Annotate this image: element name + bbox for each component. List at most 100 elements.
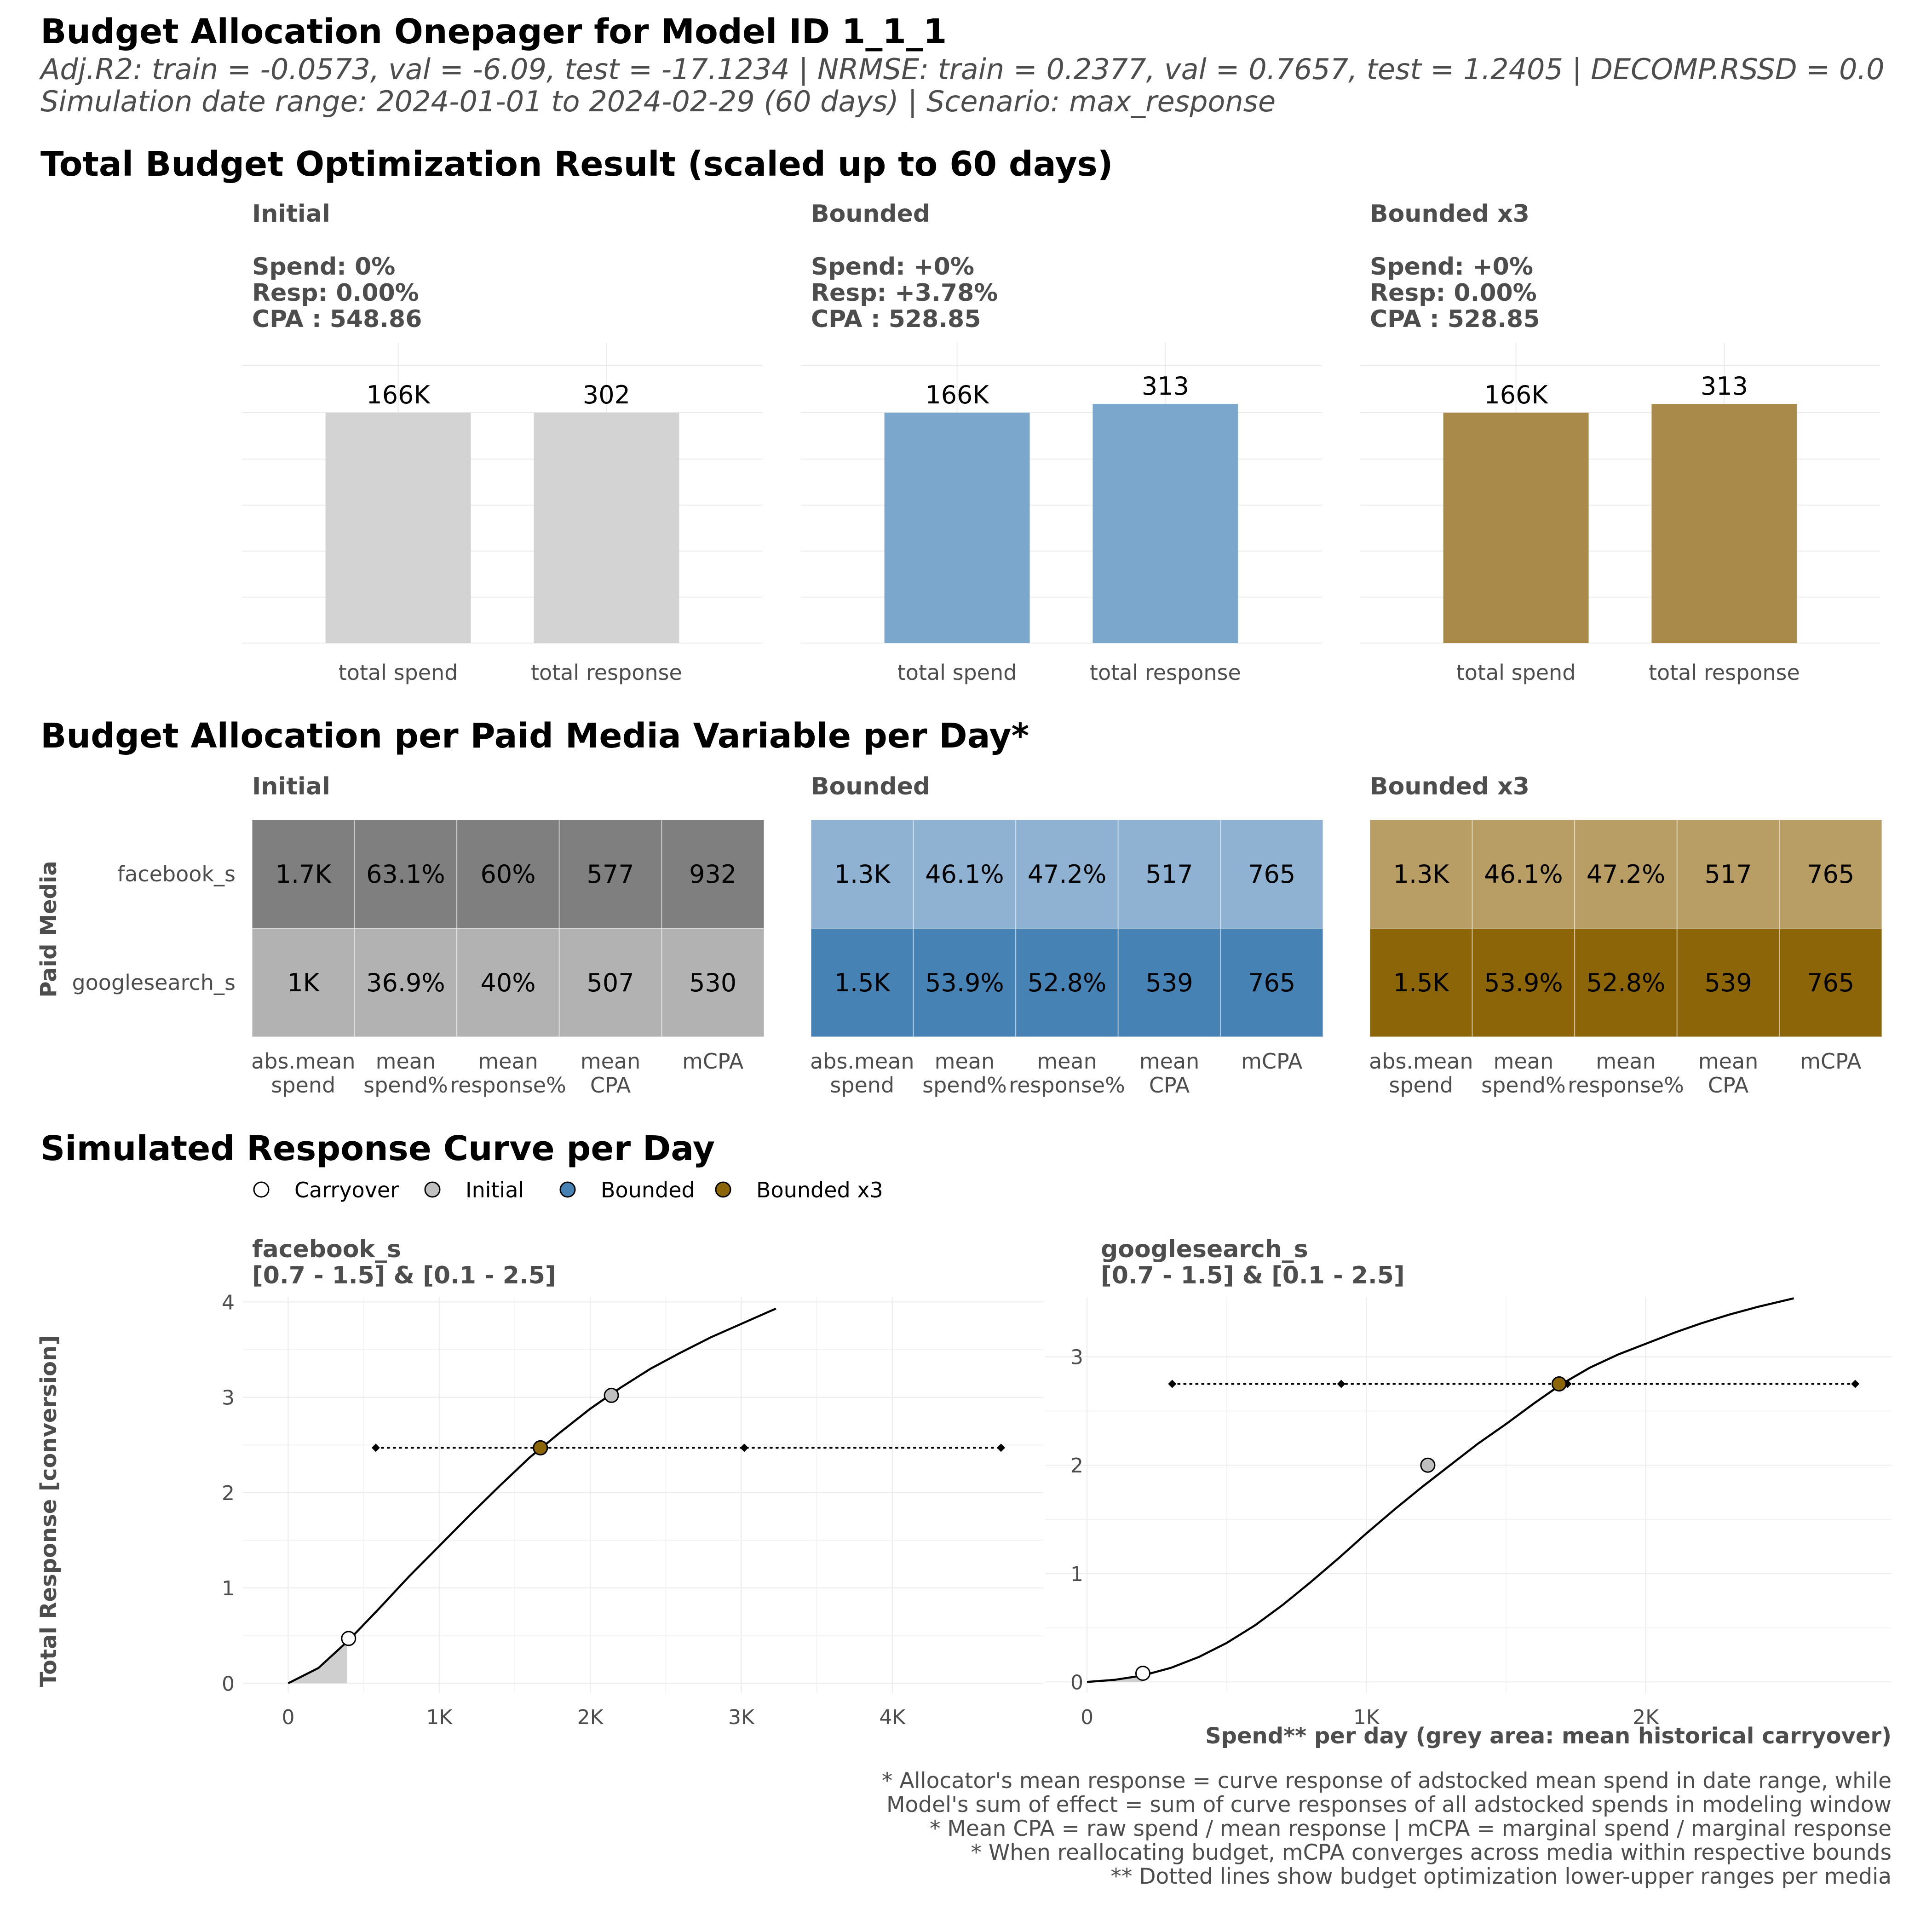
date-range-line: Simulation date range: 2024-01-01 to 202… <box>40 85 1276 119</box>
column-label-line: spend% <box>922 1073 1007 1098</box>
category-label: total response <box>531 660 682 685</box>
cell-value: 539 <box>1146 968 1193 997</box>
column-label-line: abs.mean <box>810 1049 914 1074</box>
cell-value: 530 <box>689 968 736 997</box>
cpa-value: CPA : 528.85 <box>1370 305 1540 333</box>
heatmap-cell <box>913 928 1017 1037</box>
cpa-value: CPA : 548.86 <box>252 305 422 333</box>
column-label: mCPA <box>1800 1049 1862 1074</box>
footnote-2: Model's sum of effect = sum of curve res… <box>886 1792 1892 1817</box>
allocation-heatmaps: facebook_s googlesearch_s Initial 1.7K 63.1%… <box>72 773 1882 1098</box>
point-carryover <box>341 1631 356 1646</box>
x-tick-label: 2K <box>577 1706 604 1729</box>
heatmap-cell <box>1574 819 1678 929</box>
category-label: total spend <box>897 660 1017 685</box>
column-label: mean spend% <box>922 1049 1007 1098</box>
heatmap-cell <box>456 819 560 929</box>
column-label-line: spend <box>830 1073 894 1098</box>
column-label-line: CPA <box>1149 1073 1190 1098</box>
media-row-label: facebook_s <box>117 862 236 886</box>
x-tick-label: 4K <box>879 1706 906 1729</box>
y-tick-label: 3 <box>1070 1346 1083 1369</box>
column-label-line: mean <box>1698 1049 1758 1074</box>
column-label-line: mean <box>1494 1049 1553 1074</box>
spend-change: Spend: +0% <box>811 253 974 281</box>
y-tick-label: 1 <box>1070 1563 1083 1586</box>
legend-swatch-bounded-x3 <box>715 1181 731 1198</box>
bound-marker <box>1851 1380 1860 1388</box>
legend-label: Carryover <box>294 1178 399 1202</box>
cell-value: 1.3K <box>1393 860 1450 889</box>
legend-label: Bounded <box>601 1178 695 1202</box>
legend-swatch-bounded <box>559 1181 576 1198</box>
panel-title: Initial <box>252 773 330 800</box>
x-tick-label: 0 <box>1081 1706 1093 1729</box>
allocation-panel-2: Bounded 1.3K 46.1% 47.2% 517 765 1.5K 53.9% 52.8… <box>810 773 1323 1098</box>
x-tick-label: 1K <box>1353 1706 1380 1729</box>
heatmap-cell <box>1015 928 1119 1037</box>
bound-marker <box>1337 1380 1346 1388</box>
cell-value: 36.9% <box>366 968 445 997</box>
heatmap-cell <box>661 928 765 1037</box>
panel-subtitle: [0.7 - 1.5] & [0.1 - 2.5] <box>252 1262 556 1289</box>
response-change: Resp: 0.00% <box>252 279 419 307</box>
heatmap-cell <box>1472 928 1576 1037</box>
point-bounded-x3 <box>533 1440 548 1455</box>
column-label-line: mean <box>376 1049 436 1074</box>
heatmap-cell <box>1369 819 1473 929</box>
footnote-3: * Mean CPA = raw spend / mean response |… <box>930 1816 1892 1841</box>
cell-value: 539 <box>1705 968 1752 997</box>
media-row-label: googlesearch_s <box>72 970 236 995</box>
cell-value: 765 <box>1807 968 1854 997</box>
column-label: mean CPA <box>581 1049 640 1098</box>
column-label-line: abs.mean <box>1369 1049 1473 1074</box>
cell-value: 47.2% <box>1028 860 1107 889</box>
legend-label: Bounded x3 <box>756 1178 883 1202</box>
heatmap-cell <box>354 819 458 929</box>
bar-total-response <box>534 413 679 643</box>
metrics-line: Adj.R2: train = -0.0573, val = -6.09, te… <box>39 52 1885 86</box>
column-label-line: CPA <box>590 1073 631 1098</box>
bar-value-label: 166K <box>366 380 431 409</box>
response-curve-panel-googlesearch-s: googlesearch_s[0.7 - 1.5] & [0.1 - 2.5] 0… <box>1045 1236 1892 1729</box>
legend-swatch-initial <box>424 1181 441 1198</box>
section2-title: Budget Allocation per Paid Media Variabl… <box>40 716 1029 756</box>
panel-title: facebook_s <box>252 1236 401 1263</box>
heatmap-cell <box>456 928 560 1037</box>
cell-value: 1.7K <box>276 860 332 889</box>
point-initial <box>1420 1457 1436 1473</box>
heatmap-cell <box>1779 928 1882 1037</box>
response-curve <box>1087 1297 1794 1683</box>
cell-value: 1.5K <box>1393 968 1450 997</box>
legend-label: Initial <box>466 1178 524 1202</box>
spend-change: Spend: +0% <box>1370 253 1533 281</box>
panel-title: Bounded <box>811 200 930 228</box>
point-bounded-x3 <box>1551 1376 1567 1392</box>
bar-total-response <box>1092 404 1238 643</box>
cell-value: 60% <box>480 860 535 889</box>
x-tick-label: 2K <box>1633 1706 1659 1729</box>
heatmap-cell <box>1015 819 1119 929</box>
response-change: Resp: 0.00% <box>1370 279 1537 307</box>
column-label: mCPA <box>682 1049 744 1074</box>
panel-title: Bounded x3 <box>1370 773 1530 800</box>
cell-value: 1.3K <box>834 860 891 889</box>
heatmap-cell <box>252 928 355 1037</box>
column-label: mCPA <box>1241 1049 1303 1074</box>
column-label: abs.mean spend <box>810 1049 914 1098</box>
column-label-line: response% <box>450 1073 566 1098</box>
bar-total-spend <box>325 413 471 643</box>
spend-change: Spend: 0% <box>252 253 395 281</box>
response-curves: facebook_s[0.7 - 1.5] & [0.1 - 2.5] 0 1K 2K… <box>222 1236 1892 1729</box>
bound-marker <box>371 1443 380 1452</box>
allocation-panel-1: Initial 1.7K 63.1% 60% 577 932 1K 36.9% 40% 507 53… <box>251 773 765 1098</box>
y-tick-label: 0 <box>222 1672 235 1696</box>
panel-title: Bounded <box>811 773 930 800</box>
x-tick-label: 0 <box>282 1706 295 1729</box>
column-label-line: mean <box>1139 1049 1199 1074</box>
column-label: abs.mean spend <box>251 1049 355 1098</box>
bound-marker <box>740 1443 748 1452</box>
y-tick-label: 4 <box>222 1291 235 1314</box>
